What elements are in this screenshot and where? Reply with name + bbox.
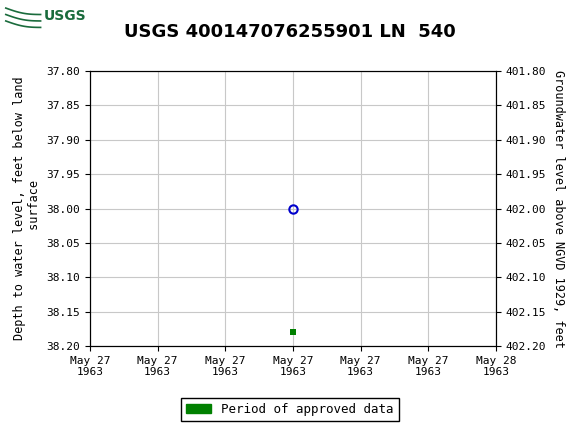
- Y-axis label: Depth to water level, feet below land
 surface: Depth to water level, feet below land su…: [13, 77, 41, 341]
- Text: USGS: USGS: [44, 9, 86, 23]
- Bar: [5, 3, 80, 30]
- Text: USGS 400147076255901 LN  540: USGS 400147076255901 LN 540: [124, 23, 456, 41]
- Legend: Period of approved data: Period of approved data: [181, 398, 399, 421]
- Y-axis label: Groundwater level above NGVD 1929, feet: Groundwater level above NGVD 1929, feet: [552, 70, 565, 347]
